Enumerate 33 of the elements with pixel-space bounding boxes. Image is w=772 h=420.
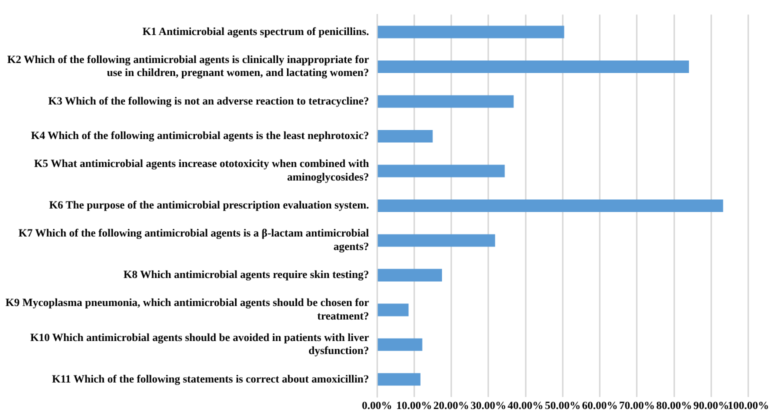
bar xyxy=(378,338,422,351)
bar xyxy=(378,60,689,73)
bar xyxy=(378,130,433,142)
y-tick-label: K5 What antimicrobial agents increase ototoxicity when combined with aminoglycosides? xyxy=(34,158,369,184)
bar xyxy=(378,268,442,282)
x-tick-label: 100.00% xyxy=(728,400,769,412)
x-tick-label: 60.00% xyxy=(582,400,618,412)
bar xyxy=(378,164,505,178)
x-tick-label: 90.00% xyxy=(693,400,730,412)
x-tick-label: 70.00% xyxy=(619,400,655,412)
y-tick-label: K8 Which antimicrobial agents require skin testing? xyxy=(124,269,369,282)
y-tick-label: K4 Which of the following antimicrobial agents is the least nephrotoxic? xyxy=(31,130,369,142)
x-tick-label: 30.00% xyxy=(470,400,506,412)
y-tick-label: K7 Which of the following antimicrobial agents is a β-lactam antimicrobial agents? xyxy=(18,228,369,253)
bar xyxy=(378,234,496,247)
y-tick-label: K1 Antimicrobial agents spectrum of penicillins. xyxy=(142,26,370,38)
bar xyxy=(378,304,409,316)
y-tick-label: K9 Mycoplasma pneumonia, which antimicrobial agents should be chosen for treatment? xyxy=(6,297,370,322)
bar xyxy=(378,26,564,38)
x-tick-label: 10.00% xyxy=(396,400,432,412)
bar xyxy=(378,199,724,212)
y-tick-label: K11 Which of the following statements is correct about amoxicillin? xyxy=(52,373,369,386)
x-tick-label: 0.00% xyxy=(362,400,392,412)
x-tick-label: 80.00% xyxy=(656,400,692,412)
x-tick-label: 20.00% xyxy=(433,400,470,412)
x-tick-label: 50.00% xyxy=(544,400,581,412)
y-tick-label: K10 Which antimicrobial agents should be avoided in patients with liver dysfunction? xyxy=(30,332,370,358)
y-tick-label: K6 The purpose of the antimicrobial prescription evaluation system. xyxy=(49,200,370,212)
y-tick-label: K2 Which of the following antimicrobial agents is clinically inappropriate for use in children, pregnant women, and lactating women? xyxy=(7,54,370,80)
y-tick-label: K3 Which of the following is not an adverse reaction to tetracycline? xyxy=(48,95,369,108)
bar xyxy=(378,373,420,386)
bar xyxy=(378,95,514,108)
x-tick-label: 40.00% xyxy=(508,400,544,412)
